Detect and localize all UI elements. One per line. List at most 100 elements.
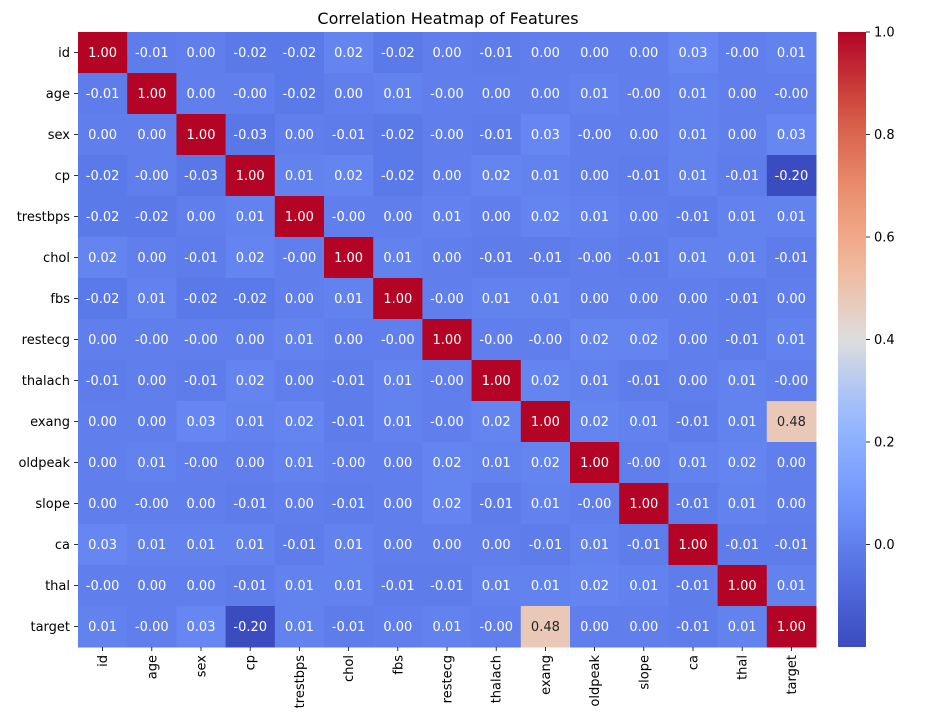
cell-value-label: -0.01	[725, 292, 759, 307]
cell-value-label: -0.01	[479, 497, 513, 512]
heatmap-cell	[324, 524, 374, 566]
heatmap-cell	[274, 360, 325, 402]
cell-value-label: 0.00	[482, 538, 511, 553]
heatmap-cell	[127, 32, 177, 74]
heatmap-cell	[422, 401, 473, 443]
cell-value-label: 0.03	[531, 128, 560, 143]
heatmap-cell	[471, 73, 522, 115]
cell-value-label: 1.00	[531, 415, 560, 430]
heatmap-cell	[176, 155, 227, 197]
cell-value-label: 0.00	[88, 456, 117, 471]
heatmap-cell	[127, 606, 177, 648]
cell-value-label: 0.03	[187, 620, 216, 635]
cell-value-label: -0.01	[86, 87, 120, 102]
heatmap-cell	[373, 442, 423, 484]
cell-value-label: 0.01	[433, 210, 462, 225]
cell-value-label: 0.01	[383, 374, 412, 389]
heatmap-cell	[668, 278, 719, 320]
heatmap-cell	[668, 401, 719, 443]
cell-value-label: 0.01	[777, 333, 806, 348]
heatmap-cell	[78, 319, 128, 361]
heatmap-cell	[570, 483, 620, 525]
cell-value-label: -0.00	[184, 456, 218, 471]
cell-value-label: 0.01	[383, 251, 412, 266]
heatmap-cell	[619, 401, 669, 443]
heatmap-cell	[471, 155, 522, 197]
colorbar-tick-label: 0.0	[874, 538, 895, 553]
y-tick-label: cp	[55, 169, 70, 184]
cell-value-label: 0.00	[137, 128, 166, 143]
heatmap-cell	[717, 196, 768, 238]
heatmap-cell	[225, 442, 276, 484]
cell-value-label: 0.01	[285, 620, 314, 635]
colorbar-tick-label: 0.4	[874, 333, 895, 348]
heatmap-cell	[324, 73, 374, 115]
heatmap-cell	[766, 401, 817, 443]
heatmap-cell	[619, 237, 669, 279]
cell-value-label: 0.00	[383, 456, 412, 471]
heatmap-cell	[422, 196, 473, 238]
heatmap-cell	[78, 155, 128, 197]
heatmap-cell	[717, 155, 768, 197]
cell-value-label: 0.03	[88, 538, 117, 553]
heatmap-cell	[717, 524, 768, 566]
heatmap-cell	[766, 360, 817, 402]
cell-value-label: -0.01	[479, 128, 513, 143]
cell-value-label: -0.01	[479, 251, 513, 266]
cell-value-label: 0.02	[531, 374, 560, 389]
cell-value-label: 0.01	[728, 251, 757, 266]
heatmap-cell	[274, 278, 325, 320]
cell-value-label: -0.01	[184, 251, 218, 266]
cell-value-label: -0.01	[332, 374, 366, 389]
heatmap-cell	[471, 32, 522, 74]
y-tick-label: target	[30, 620, 70, 635]
heatmap-cell	[471, 524, 522, 566]
heatmap-cell	[520, 32, 571, 74]
heatmap-cell	[373, 360, 423, 402]
cell-value-label: 1.00	[777, 620, 806, 635]
cell-value-label: 0.00	[580, 169, 609, 184]
heatmap-cell	[668, 73, 719, 115]
heatmap-cell	[274, 237, 325, 279]
colorbar-gradient	[838, 32, 866, 647]
cell-value-label: 0.01	[137, 538, 166, 553]
y-tick-label: ca	[55, 538, 70, 553]
heatmap-cell	[570, 565, 620, 607]
cell-value-label: -0.01	[627, 374, 661, 389]
cell-value-label: 0.00	[88, 415, 117, 430]
cell-value-label: 0.01	[679, 128, 708, 143]
heatmap-cell	[717, 237, 768, 279]
cell-value-label: -0.02	[283, 87, 317, 102]
cell-value-label: -0.02	[381, 46, 415, 61]
cell-value-label: -0.02	[381, 128, 415, 143]
cell-value-label: 0.01	[531, 579, 560, 594]
cell-value-label: 0.01	[88, 620, 117, 635]
cell-value-label: -0.01	[283, 538, 317, 553]
cell-value-label: -0.01	[676, 210, 710, 225]
cell-value-label: 0.00	[285, 497, 314, 512]
heatmap-cell	[619, 524, 669, 566]
heatmap-cell	[78, 360, 128, 402]
heatmap-cell	[274, 319, 325, 361]
cell-value-label: 0.01	[777, 579, 806, 594]
cell-value-label: 0.00	[383, 210, 412, 225]
heatmap-cell	[471, 442, 522, 484]
heatmap-cell	[373, 606, 423, 648]
heatmap-cell	[570, 73, 620, 115]
heatmap-cell	[422, 319, 473, 361]
cell-value-label: 0.00	[777, 292, 806, 307]
heatmap-cell	[324, 442, 374, 484]
cell-value-label: 0.01	[679, 251, 708, 266]
heatmap-cell	[78, 565, 128, 607]
heatmap-cell	[274, 524, 325, 566]
y-axis-tick-labels: id age sex cp trestbps chol fbs restecg thalach e…	[17, 46, 78, 635]
heatmap-cell	[176, 401, 227, 443]
cell-value-label: 0.00	[236, 456, 265, 471]
heatmap-cell	[373, 196, 423, 238]
heatmap-cell	[471, 401, 522, 443]
heatmap-cell	[78, 73, 128, 115]
heatmap-cell	[127, 524, 177, 566]
cell-value-label: 0.01	[728, 497, 757, 512]
cell-value-label: -0.01	[332, 497, 366, 512]
